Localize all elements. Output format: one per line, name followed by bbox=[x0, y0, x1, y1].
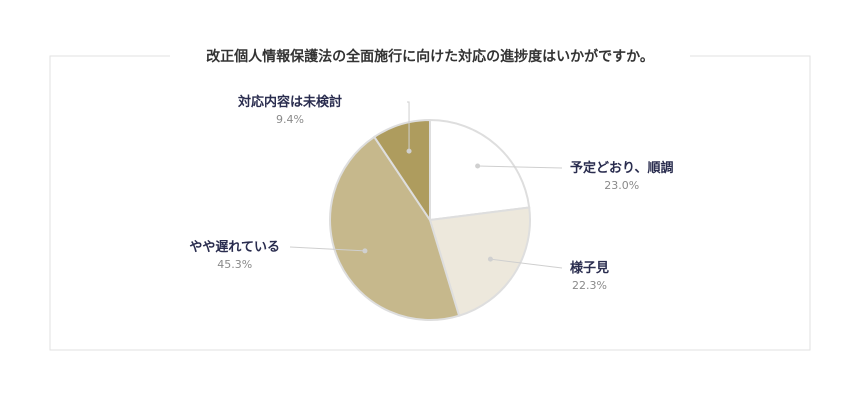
slice-value-label: 23.0% bbox=[604, 179, 639, 192]
chart-frame bbox=[49, 55, 811, 351]
pie-slices bbox=[328, 118, 531, 321]
slice-label: やや遅れている bbox=[189, 240, 280, 255]
slice-label: 対応内容は未検討 bbox=[237, 94, 342, 110]
pie-slice bbox=[429, 118, 531, 222]
callout-leader-line bbox=[289, 246, 365, 252]
slice-label: 様子見 bbox=[570, 260, 609, 276]
chart-title: 改正個人情報保護法の全面施行に向けた対応の進捗度はいかがですか。 bbox=[206, 48, 654, 65]
pie-slice bbox=[428, 206, 531, 317]
callout-dot bbox=[487, 256, 493, 262]
callout-leader-line bbox=[407, 101, 410, 152]
slice-value-label: 22.3% bbox=[572, 279, 607, 292]
callout-leader-line bbox=[477, 165, 563, 169]
slice-value-label: 45.3% bbox=[217, 258, 252, 271]
pie-callouts: 予定どおり、順調 23.0% 様子見 22.3% やや遅れている 45.3% 対応内容は未検… bbox=[189, 94, 673, 292]
pie-slice bbox=[372, 118, 431, 224]
callout-leader-line bbox=[490, 258, 563, 269]
slice-label: 予定どおり、順調 bbox=[570, 160, 673, 176]
slice-value-label: 9.4% bbox=[276, 113, 304, 126]
callout-dot bbox=[406, 148, 412, 154]
callout-dot bbox=[362, 248, 368, 254]
callout-dot bbox=[475, 163, 481, 169]
pie-slice bbox=[328, 135, 461, 321]
